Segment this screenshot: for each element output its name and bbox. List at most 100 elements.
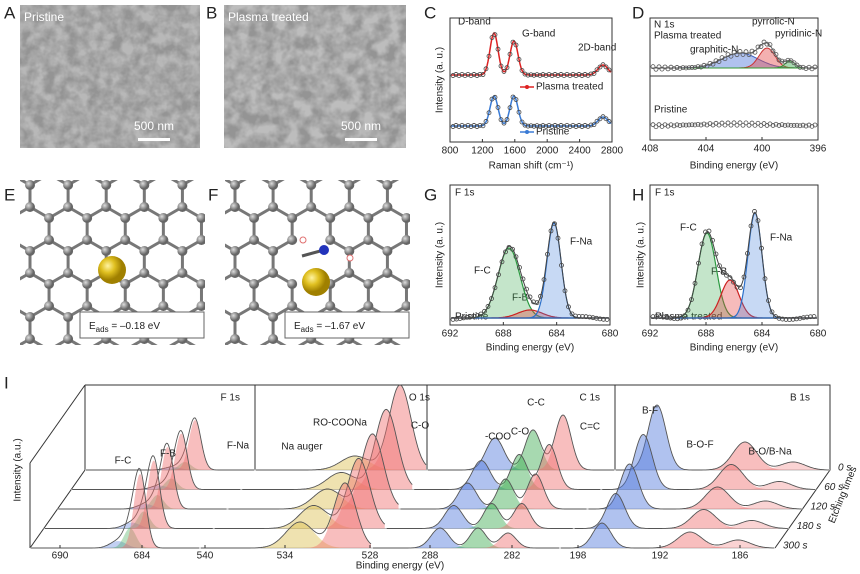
x-tick-label: 396 bbox=[810, 144, 827, 155]
carbon-atom bbox=[158, 169, 168, 179]
carbon-atom bbox=[344, 378, 354, 388]
data-point bbox=[573, 73, 579, 78]
carbon-atom bbox=[497, 400, 507, 410]
carbon-atom bbox=[273, 279, 283, 289]
bond bbox=[240, 174, 259, 185]
bond bbox=[349, 372, 368, 383]
data-point bbox=[698, 122, 704, 128]
data-point bbox=[485, 304, 491, 309]
energy-label: Eads = –1.67 eV bbox=[294, 321, 365, 334]
data-point bbox=[710, 61, 716, 67]
data-point bbox=[668, 122, 674, 128]
peak-label: B-O-F bbox=[686, 440, 713, 451]
data-point bbox=[738, 285, 743, 291]
data-point bbox=[531, 72, 537, 78]
carbon-atom bbox=[440, 213, 450, 223]
subtitle: F 1s bbox=[455, 188, 474, 199]
data-point bbox=[552, 221, 557, 227]
carbon-atom bbox=[344, 400, 354, 410]
data-point bbox=[495, 46, 501, 52]
subtitle: N 1s bbox=[654, 20, 675, 31]
fit-envelope bbox=[451, 221, 609, 319]
carbon-atom bbox=[211, 279, 221, 289]
data-point bbox=[489, 35, 495, 40]
data-point bbox=[606, 119, 612, 124]
data-point bbox=[787, 317, 792, 322]
carbon-atom bbox=[211, 345, 221, 355]
carbon-atom bbox=[497, 378, 507, 388]
bond bbox=[235, 372, 254, 383]
carbon-atom bbox=[101, 378, 111, 388]
x-tick-label: 680 bbox=[602, 329, 619, 340]
carbon-atom bbox=[249, 147, 259, 157]
data-point bbox=[606, 67, 612, 73]
carbon-atom bbox=[101, 202, 112, 212]
carbon-atom bbox=[249, 279, 260, 289]
data-point bbox=[664, 315, 670, 320]
fit-peak bbox=[386, 503, 573, 529]
carbon-atom bbox=[363, 147, 373, 157]
bond bbox=[259, 372, 278, 383]
fit-peak bbox=[386, 503, 573, 529]
fit-peak bbox=[400, 474, 587, 509]
spectrum bbox=[574, 493, 788, 529]
data-point bbox=[791, 60, 797, 66]
legend-label: Plasma treated bbox=[536, 82, 603, 93]
carbon-atom bbox=[211, 147, 221, 157]
peak-label: RO-COONa bbox=[313, 418, 367, 429]
bond bbox=[502, 372, 521, 383]
data-point bbox=[477, 122, 483, 128]
carbon-atom bbox=[177, 268, 188, 278]
data-point bbox=[797, 315, 803, 321]
bond bbox=[426, 339, 445, 350]
fit-peak bbox=[414, 444, 601, 490]
bond bbox=[254, 372, 273, 383]
carbon-atom bbox=[401, 213, 410, 223]
data-point bbox=[517, 265, 522, 270]
carbon-atom bbox=[273, 367, 283, 377]
carbon-atom bbox=[325, 345, 335, 355]
carbon-atom bbox=[292, 378, 302, 388]
carbon-atom bbox=[497, 202, 507, 212]
spectrum bbox=[44, 455, 213, 529]
data-point bbox=[507, 105, 513, 111]
carbon-atom bbox=[306, 400, 316, 410]
bond bbox=[502, 174, 521, 185]
plot-frame bbox=[649, 184, 819, 326]
data-point bbox=[671, 66, 677, 72]
fit-peak bbox=[31, 541, 199, 548]
x-tick-label: 690 bbox=[52, 551, 69, 562]
carbon-atom bbox=[82, 301, 93, 311]
spectrum bbox=[428, 414, 614, 471]
data-point bbox=[674, 65, 680, 70]
data-point bbox=[513, 97, 519, 102]
fit-peak bbox=[561, 540, 774, 548]
bond bbox=[445, 273, 464, 284]
carbon-atom bbox=[363, 213, 374, 223]
data-point bbox=[689, 65, 695, 70]
data-point bbox=[773, 52, 779, 57]
data-point bbox=[549, 73, 555, 78]
x-tick-label: 680 bbox=[810, 329, 827, 340]
x-tick-label: 684 bbox=[134, 551, 151, 562]
carbon-atom bbox=[158, 279, 169, 289]
annotation: F-B bbox=[512, 293, 528, 304]
x-tick-label: 692 bbox=[442, 329, 459, 340]
carbon-atom bbox=[311, 345, 321, 355]
bond bbox=[426, 306, 445, 317]
time-label: 300 s bbox=[783, 541, 807, 552]
carbon-atom bbox=[311, 301, 321, 311]
carbon-atom bbox=[173, 367, 183, 377]
x-tick-label: 2000 bbox=[536, 146, 559, 157]
carbon-atom bbox=[44, 213, 55, 223]
carbon-atom bbox=[139, 202, 150, 212]
energy-box bbox=[284, 311, 410, 339]
data-point bbox=[489, 296, 494, 301]
carbon-atom bbox=[120, 301, 131, 311]
carbon-atom bbox=[235, 345, 245, 355]
data-point bbox=[528, 123, 534, 129]
fit-peak bbox=[561, 523, 774, 548]
data-point bbox=[541, 277, 547, 283]
x-tick-label: 2400 bbox=[568, 146, 591, 157]
